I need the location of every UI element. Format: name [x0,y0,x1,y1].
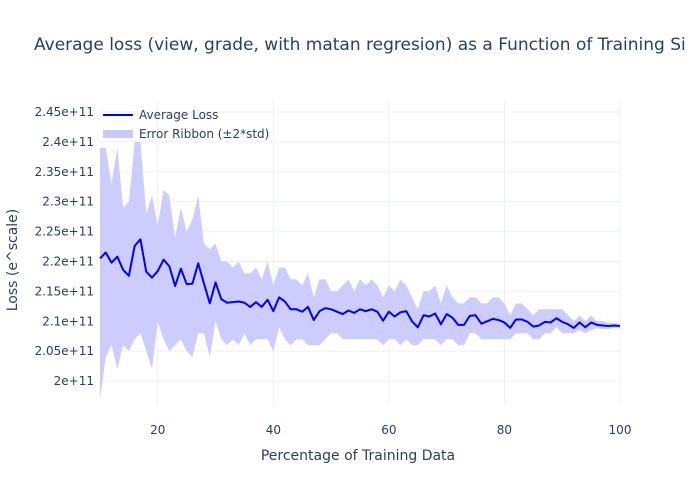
y-tick-label: 2.3e+11 [42,195,94,209]
y-tick-label: 2.35e+11 [35,165,94,179]
y-tick-label: 2.4e+11 [42,135,94,149]
average-loss-line [99,238,621,329]
y-tick-label: 2.05e+11 [35,344,94,358]
chart-title: Average loss (view, grade, with matan re… [34,35,686,55]
legend-label: Error Ribbon (±2*std) [139,127,269,141]
x-tick-label: 80 [497,423,512,437]
legend-label: Average Loss [139,108,218,122]
x-tick-label: 100 [609,423,632,437]
y-tick-label: 2.15e+11 [35,284,94,298]
error-ribbon-layer [100,141,620,400]
x-axis-ticks: 20 40 60 80 100 [150,423,631,437]
x-axis-title: Percentage of Training Data [261,448,455,464]
y-tick-label: 2e+11 [54,374,94,388]
x-tick-label: 40 [266,423,281,437]
legend[interactable]: Average Loss Error Ribbon (±2*std) [103,108,269,141]
legend-item[interactable]: Average Loss [103,108,218,122]
legend-band-swatch [103,130,133,138]
y-tick-label: 2.45e+11 [35,105,94,119]
y-tick-label: 2.1e+11 [42,314,94,328]
y-axis-ticks: 2e+11 2.05e+11 2.1e+11 2.15e+11 2.2e+11 2.25e… [35,105,94,388]
error-ribbon [100,141,620,400]
average-loss-layer [99,238,621,329]
x-tick-label: 20 [150,423,165,437]
y-axis-title: Loss (e^scale) [5,209,21,312]
legend-item[interactable]: Error Ribbon (±2*std) [103,127,269,141]
y-tick-label: 2.2e+11 [42,254,94,268]
y-tick-label: 2.25e+11 [35,225,94,239]
x-tick-label: 60 [381,423,396,437]
